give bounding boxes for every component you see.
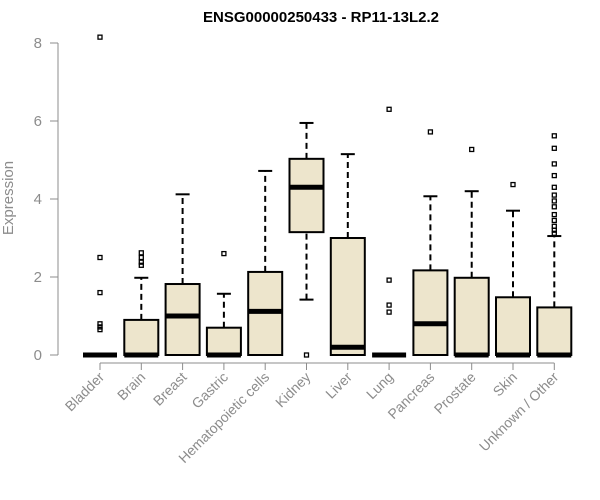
outlier-point: [469, 146, 475, 153]
box-group: [372, 106, 407, 358]
box-iqr: [123, 318, 160, 356]
box-iqr: [536, 306, 573, 357]
outlier-point: [97, 324, 103, 330]
x-tick-label: Breast: [150, 369, 190, 409]
outlier-point: [138, 259, 144, 265]
outlier-point: [551, 227, 557, 233]
outlier-point: [386, 309, 392, 315]
outlier-point: [386, 106, 392, 112]
box-group: [164, 193, 201, 356]
box-iqr: [412, 269, 449, 356]
outlier-point: [551, 161, 557, 167]
box-group: [412, 129, 449, 356]
outlier-point: [551, 133, 557, 139]
y-tick-label: 4: [34, 191, 42, 208]
box-group: [536, 133, 573, 358]
x-tick-label: Kidney: [272, 369, 314, 411]
outlier-point: [97, 254, 103, 261]
box-group: [329, 153, 366, 356]
box-group: [205, 250, 242, 358]
outlier-point: [221, 250, 227, 257]
box-group: [453, 146, 490, 358]
outlier-point: [138, 262, 144, 268]
x-tick-label: Skin: [490, 369, 521, 400]
y-tick-label: 6: [34, 113, 42, 130]
outlier-point: [551, 230, 557, 236]
box-iqr: [205, 326, 242, 357]
outlier-point: [551, 145, 557, 151]
outlier-point: [551, 211, 557, 218]
x-tick-label: Lung: [363, 369, 396, 402]
outlier-point: [386, 302, 392, 308]
box-iqr: [453, 276, 490, 356]
outlier-point: [551, 204, 557, 210]
x-tick-label: Brain: [114, 369, 148, 403]
box-series: [83, 34, 573, 358]
y-tick-label: 8: [34, 35, 42, 52]
box-iqr: [288, 157, 325, 234]
box-group: [123, 250, 160, 358]
y-axis: 0 2 4 6 8: [34, 35, 59, 364]
outlier-point: [97, 34, 103, 40]
box-iqr: [329, 237, 366, 356]
outlier-point: [386, 277, 392, 283]
box-iqr: [164, 283, 201, 356]
chart-title: ENSG00000250433 - RP11-13L2.2: [203, 9, 439, 26]
y-tick-label: 2: [34, 269, 42, 286]
outlier-point: [427, 129, 434, 135]
outlier-point: [97, 321, 103, 327]
box-iqr: [495, 296, 531, 356]
box-group: [83, 34, 117, 358]
outlier-point: [138, 250, 144, 256]
outlier-point: [551, 192, 557, 198]
outlier-point: [510, 181, 516, 188]
outlier-point: [97, 289, 103, 296]
outlier-point: [551, 172, 557, 179]
outlier-point: [303, 352, 310, 358]
y-axis-label: Expression: [0, 161, 17, 235]
outlier-point: [551, 217, 557, 224]
x-tick-label: Bladder: [62, 369, 108, 415]
x-tick-label: Liver: [322, 369, 355, 402]
box-group: [288, 121, 325, 358]
y-tick-label: 0: [34, 347, 42, 364]
box-group: [247, 169, 284, 356]
outlier-point: [97, 326, 103, 333]
outlier-point: [551, 184, 557, 190]
outlier-point: [551, 198, 557, 204]
box-group: [495, 181, 531, 358]
outlier-point: [138, 254, 144, 261]
x-tick-label: Prostate: [431, 369, 479, 417]
